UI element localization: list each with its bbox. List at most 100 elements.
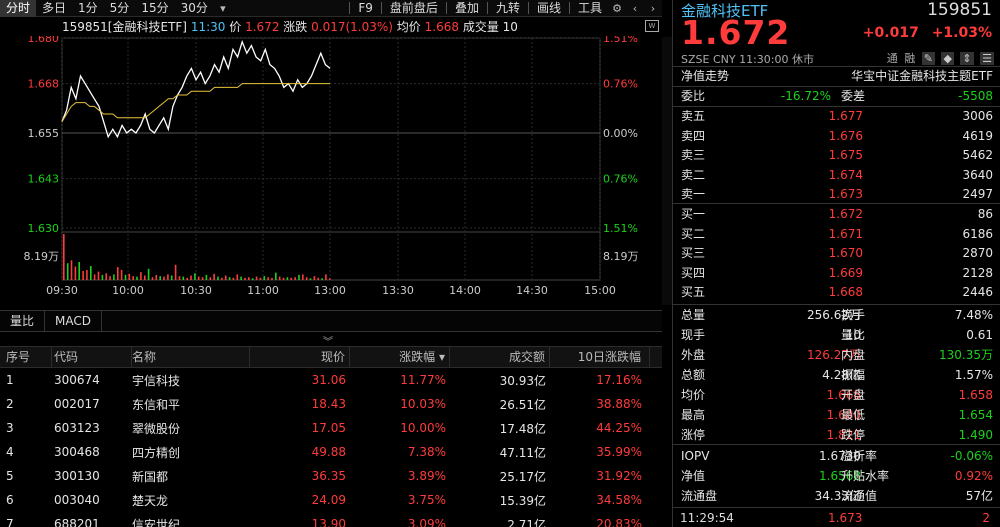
- tab-timeshare[interactable]: 分时: [0, 0, 37, 17]
- premarket-button[interactable]: 盘前盘后: [389, 0, 438, 15]
- security-name: 159851[金融科技ETF]: [62, 20, 187, 34]
- draw-line-button[interactable]: 画线: [536, 0, 561, 15]
- stat-label: 跌停: [841, 428, 866, 442]
- bid-row[interactable]: 买三 1.670 2870: [673, 243, 1000, 263]
- quote-change-abs: +0.017: [862, 25, 919, 41]
- ask-row[interactable]: 卖五 1.677 3006: [673, 106, 1000, 126]
- row-price: 24.09: [311, 493, 346, 507]
- stat-value: 1.680: [826, 408, 861, 422]
- divider: [673, 304, 1000, 305]
- ask-row[interactable]: 卖一 1.673 2497: [673, 184, 1000, 204]
- volume-bar: [224, 275, 227, 280]
- stat-label: 量比: [841, 328, 866, 342]
- col-turnover[interactable]: 成交额: [450, 346, 550, 368]
- f9-button[interactable]: F9: [358, 0, 373, 15]
- chevron-right-icon[interactable]: ›: [650, 1, 656, 15]
- col-name[interactable]: 名称: [132, 346, 250, 368]
- quote-subinfo: SZSE CNY 11:30:00 休市: [681, 53, 814, 66]
- stat-label: 升贴水率: [841, 469, 890, 483]
- row-turnover: 17.48亿: [499, 421, 546, 436]
- stat-value: 1.57%: [954, 368, 993, 382]
- table-row[interactable]: 7 688201 信安世纪 13.90 3.09% 2.71亿 20.83%: [0, 512, 662, 527]
- quote-price: 1.672: [681, 13, 791, 52]
- price-label: 价: [229, 20, 242, 34]
- table-row[interactable]: 1 300674 宇信科技 31.06 11.77% 30.93亿 17.16%: [0, 368, 662, 392]
- stat-value: 126.27万: [807, 348, 861, 362]
- window-icon[interactable]: W: [645, 20, 659, 32]
- volume-bar: [294, 277, 296, 280]
- chevron-left-icon[interactable]: ‹: [632, 1, 638, 15]
- col-index[interactable]: 序号: [0, 346, 52, 368]
- overlay-button[interactable]: 叠加: [454, 0, 479, 15]
- y-tick-label: 1.655: [28, 127, 60, 140]
- bid-row[interactable]: 买四 1.669 2128: [673, 263, 1000, 283]
- table-row[interactable]: 2 002017 东信和平 18.43 10.03% 26.51亿 38.88%: [0, 392, 662, 416]
- tab-macd[interactable]: MACD: [45, 311, 102, 331]
- edit-icon[interactable]: ✎: [921, 52, 935, 65]
- nine-turn-button[interactable]: 九转: [495, 0, 520, 15]
- volume-bar: [63, 234, 65, 280]
- tab-15min[interactable]: 15分: [141, 0, 169, 15]
- row-code: 603123: [54, 421, 100, 435]
- col-change-pct[interactable]: 涨跌幅 ▾: [350, 346, 450, 368]
- table-row[interactable]: 6 003040 楚天龙 24.09 3.75% 15.39亿 34.58%: [0, 488, 662, 512]
- row-index: 4: [6, 445, 14, 459]
- stat-row: 总量 256.62万 换手 7.48%: [673, 305, 1000, 325]
- quote-icons: 通 融 ✎ ◆ ⇕ ☰: [884, 50, 994, 66]
- tab-5min[interactable]: 5分: [109, 0, 130, 15]
- row-code: 688201: [54, 517, 100, 527]
- splitter[interactable]: [662, 37, 672, 305]
- divider: [349, 2, 351, 14]
- level-price: 1.669: [828, 265, 863, 280]
- bid-row[interactable]: 买五 1.668 2446: [673, 282, 1000, 302]
- index-label: 净值走势: [681, 69, 730, 83]
- index-name: 华宝中证金融科技主题ETF: [851, 69, 993, 83]
- chevron-down-icon[interactable]: ▾: [220, 1, 226, 15]
- stat-label: 现手: [681, 328, 706, 342]
- col-price[interactable]: 现价: [250, 346, 350, 368]
- level-volume: 2128: [962, 265, 993, 280]
- level-volume: 2446: [962, 285, 993, 299]
- row-turnover: 30.93亿: [499, 373, 546, 388]
- ask-row[interactable]: 卖二 1.674 3640: [673, 165, 1000, 185]
- volume-bar: [282, 277, 285, 280]
- expand-down-icon[interactable]: ︾: [323, 337, 333, 348]
- col-10day-change[interactable]: 10日涨跌幅: [550, 346, 650, 368]
- stat-value: 1.6730: [819, 449, 861, 463]
- ask-row[interactable]: 卖三 1.675 5462: [673, 145, 1000, 165]
- level-volume: 86: [977, 207, 993, 221]
- sort-icon[interactable]: ⇕: [960, 52, 974, 65]
- margin-icon[interactable]: 通: [886, 52, 898, 65]
- tab-multiday[interactable]: 多日: [42, 0, 67, 15]
- table-row[interactable]: 5 300130 新国都 36.35 3.89% 25.17亿 31.92%: [0, 464, 662, 488]
- tab-30min[interactable]: 30分: [180, 0, 208, 15]
- stat-row: 外盘 126.27万 内盘 130.35万: [673, 345, 1000, 365]
- stat-label: 总额: [681, 368, 706, 382]
- diamond-icon[interactable]: ◆: [941, 52, 954, 65]
- tick-price: 1.673: [828, 511, 863, 525]
- volume-bar: [140, 272, 142, 280]
- tab-volume-ratio[interactable]: 量比: [0, 311, 46, 331]
- finance-icon[interactable]: 融: [904, 52, 916, 65]
- col-code[interactable]: 代码: [52, 346, 132, 368]
- x-tick-label: 13:30: [382, 284, 414, 297]
- bid-row[interactable]: 买二 1.671 6186: [673, 224, 1000, 244]
- bid-row[interactable]: 买一 1.672 86: [673, 204, 1000, 224]
- level-label: 买一: [681, 207, 706, 221]
- row-code: 300468: [54, 445, 100, 459]
- order-diff-value: -5508: [958, 89, 993, 103]
- row-price: 36.35: [311, 469, 346, 483]
- index-row[interactable]: 净值走势 华宝中证金融科技主题ETF: [673, 66, 1000, 86]
- ask-row[interactable]: 卖四 1.676 4619: [673, 126, 1000, 146]
- volume-bar: [132, 276, 134, 280]
- gear-icon[interactable]: ⚙: [612, 1, 622, 15]
- tools-button[interactable]: 工具: [577, 0, 602, 15]
- table-row[interactable]: 4 300468 四方精创 49.88 7.38% 47.11亿 35.99%: [0, 440, 662, 464]
- quote-name: 金融科技ETF: [681, 2, 769, 20]
- level-label: 买二: [681, 226, 706, 241]
- stat-row: 均价 1.668 开盘 1.658: [673, 385, 1000, 405]
- tab-1min[interactable]: 1分: [78, 0, 98, 15]
- level-volume: 3006: [962, 109, 993, 123]
- menu-icon[interactable]: ☰: [980, 52, 994, 65]
- table-row[interactable]: 3 603123 翠微股份 17.05 10.00% 17.48亿 44.25%: [0, 416, 662, 440]
